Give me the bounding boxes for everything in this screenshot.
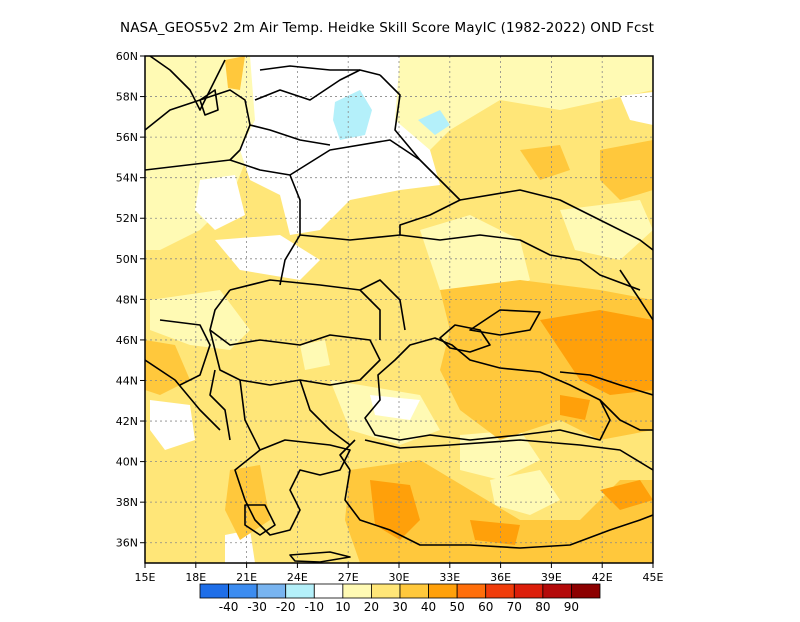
lat-tick-label: 40N [116, 456, 138, 469]
colorbar: -40 -30 -20 -10 10 20 30 40 50 60 70 80 90 [199, 583, 601, 614]
lon-tick-label: 33E [439, 571, 460, 584]
lon-tick-label: 45E [643, 571, 664, 584]
lat-tick-label: 44N [116, 374, 138, 387]
colorbar-label: 10 [335, 600, 350, 614]
lon-tick-label: 18E [185, 571, 206, 584]
colorbar-label: -40 [219, 600, 239, 614]
colorbar-swatch [456, 583, 487, 599]
latitude-labels: 36N 38N 40N 42N 44N 46N 48N 50N 52N 54N 56N 58N 60N [116, 50, 145, 550]
longitude-labels: 15E 18E 21E 24E 27E 30E 33E 36E 39E 42E 45E [135, 563, 664, 584]
colorbar-label: 70 [507, 600, 522, 614]
colorbar-swatch [371, 583, 401, 599]
lon-tick-label: 30E [389, 571, 410, 584]
lon-tick-label: 21E [236, 571, 257, 584]
lat-tick-label: 60N [116, 50, 138, 63]
skill-score-field [145, 56, 653, 563]
colorbar-label: 50 [450, 600, 465, 614]
lat-tick-label: 36N [116, 537, 138, 550]
lon-tick-label: 24E [287, 571, 308, 584]
lat-tick-label: 48N [116, 293, 138, 306]
lat-tick-label: 54N [116, 172, 138, 185]
colorbar-swatch [256, 583, 287, 599]
country-borders [145, 56, 653, 563]
colorbar-label: -20 [276, 600, 296, 614]
colorbar-label: 80 [535, 600, 550, 614]
colorbar-swatch [513, 583, 544, 599]
colorbar-label: -30 [247, 600, 267, 614]
colorbar-swatch [428, 583, 458, 599]
colorbar-label: -10 [304, 600, 324, 614]
lon-tick-label: 27E [338, 571, 359, 584]
lon-tick-label: 42E [592, 571, 613, 584]
colorbar-swatch [199, 583, 229, 599]
colorbar-label: 40 [421, 600, 436, 614]
colorbar-swatch [285, 583, 315, 599]
lat-tick-label: 52N [116, 212, 138, 225]
colorbar-swatch [313, 583, 344, 599]
lat-tick-label: 42N [116, 415, 138, 428]
lat-tick-label: 58N [116, 91, 138, 104]
colorbar-swatch [399, 583, 429, 599]
lat-tick-label: 56N [116, 131, 138, 144]
colorbar-swatch [571, 583, 601, 599]
colorbar-label: 20 [364, 600, 379, 614]
lon-tick-label: 39E [541, 571, 562, 584]
colorbar-swatch [342, 583, 372, 599]
lon-tick-label: 15E [135, 571, 156, 584]
colorbar-swatch [228, 583, 258, 599]
lat-tick-label: 50N [116, 253, 138, 266]
colorbar-swatch [485, 583, 515, 599]
colorbar-label: 60 [478, 600, 493, 614]
lat-tick-label: 38N [116, 496, 138, 509]
colorbar-label: 90 [564, 600, 579, 614]
lon-tick-label: 36E [490, 571, 511, 584]
map-title: NASA_GEOS5v2 2m Air Temp. Heidke Skill S… [120, 20, 654, 36]
lat-tick-label: 46N [116, 334, 138, 347]
colorbar-label: 30 [392, 600, 407, 614]
colorbar-swatch [542, 583, 572, 599]
